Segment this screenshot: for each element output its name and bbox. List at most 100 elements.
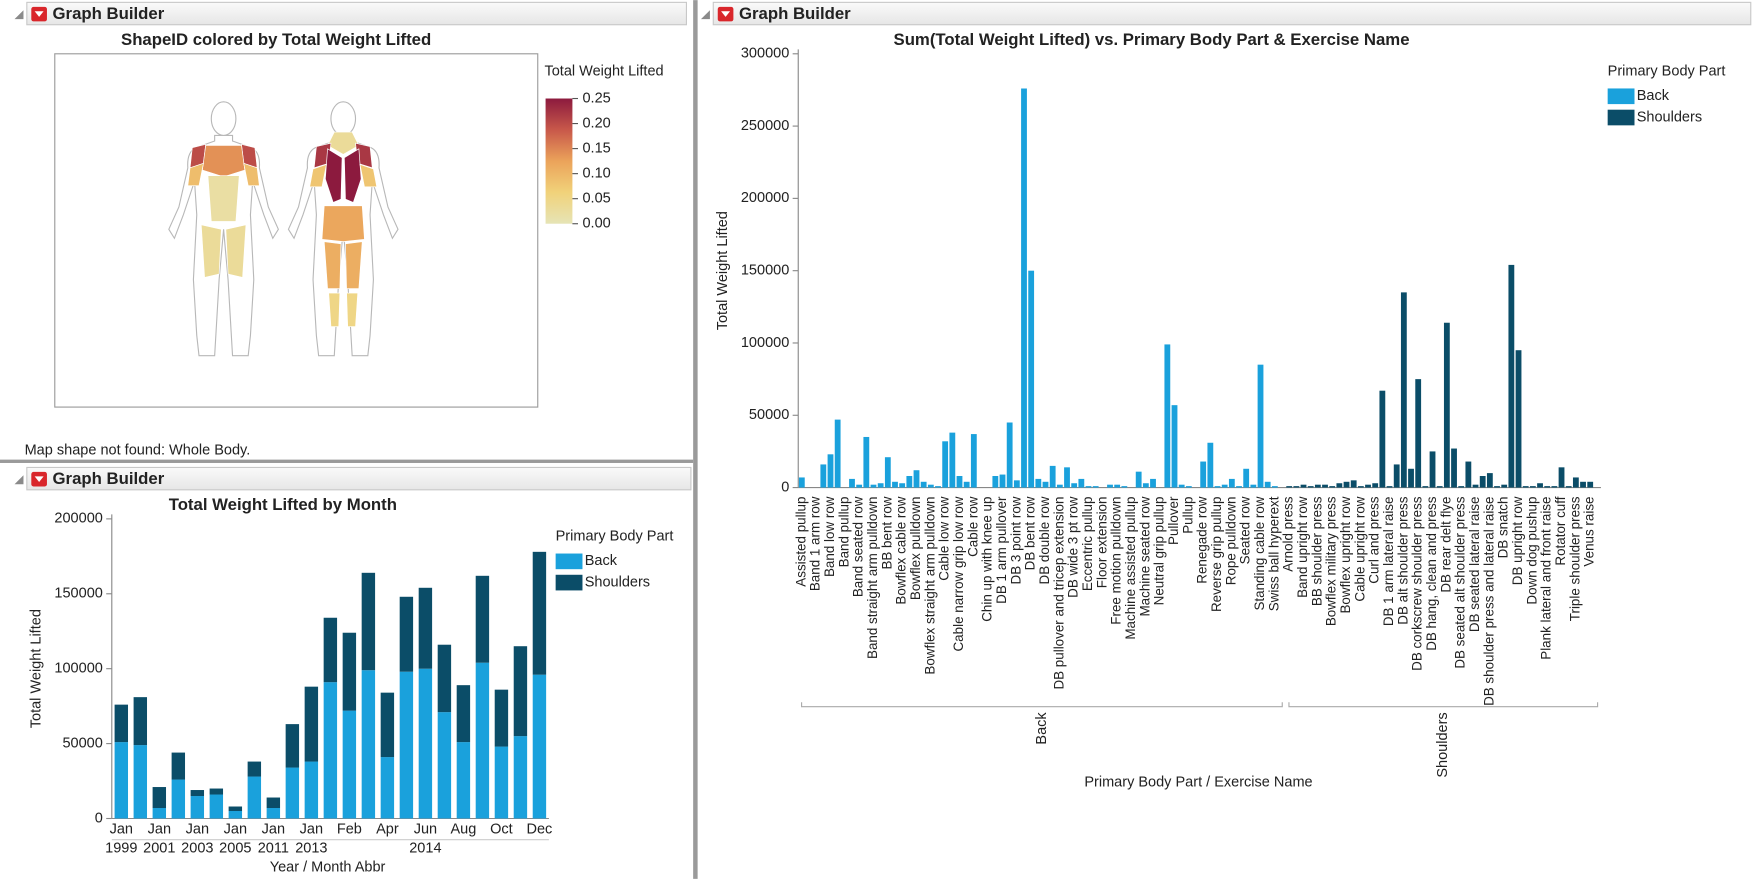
y-axis-label: Total Weight Lifted: [29, 609, 45, 728]
x-group-label: 2005: [219, 841, 251, 857]
bar: [1257, 364, 1264, 488]
bar: [1049, 465, 1056, 488]
x-group-label: Shoulders: [1435, 712, 1451, 777]
x-tick-label: DB alt shoulder press: [1395, 496, 1410, 624]
x-tick-label: DB hang, clean and press: [1424, 496, 1439, 651]
x-tick-label: Chin up with knee up: [980, 497, 995, 622]
bar-segment: [190, 790, 205, 797]
bar: [1465, 461, 1472, 488]
x-tick-label: DB pullover and tricep extension: [1051, 497, 1066, 690]
x-tick-label: Cable row: [965, 496, 980, 557]
bar-segment: [342, 632, 357, 711]
bar: [827, 454, 834, 488]
map-region: [343, 148, 362, 203]
bar-segment: [133, 745, 148, 819]
bar: [1271, 486, 1278, 488]
bar: [1558, 467, 1565, 488]
x-tick-label: Plank lateral and front raise: [1539, 497, 1554, 660]
x-group-label: 2003: [181, 841, 213, 857]
bar: [892, 481, 898, 488]
bar: [1013, 480, 1020, 488]
x-group-bracket: [801, 702, 1283, 708]
bar-segment: [380, 692, 395, 758]
x-tick-label: Triple shoulder press: [1567, 496, 1582, 621]
bar: [1508, 264, 1515, 488]
panel-header[interactable]: Graph Builder: [14, 1, 688, 26]
bar: [1300, 484, 1307, 488]
map-region: [328, 292, 341, 327]
bar: [963, 481, 970, 488]
color-tick-label: 0.20: [582, 115, 610, 131]
x-axis-label: Year / Month Abbr: [270, 860, 386, 876]
map-region: [359, 163, 378, 188]
chart-title: ShapeID colored by Total Weight Lifted: [121, 30, 431, 49]
x-tick-label: Assisted pullup: [793, 497, 808, 587]
bar: [856, 484, 863, 488]
bar: [1486, 473, 1493, 488]
bar: [1092, 486, 1099, 488]
bar: [927, 484, 934, 488]
bar-segment: [513, 736, 528, 819]
bar-segment: [399, 671, 414, 819]
x-tick-label: DB seated lateral raise: [1467, 497, 1482, 633]
bar: [1135, 471, 1142, 488]
x-tick-label: DB 3 point row: [1008, 496, 1023, 584]
bar: [820, 464, 827, 488]
bar-segment: [361, 572, 376, 671]
bar-segment: [228, 811, 243, 819]
bar: [1228, 478, 1235, 488]
bar: [1064, 467, 1070, 488]
x-tick-label: Down dog pushup: [1524, 497, 1539, 605]
bar: [849, 478, 855, 488]
bar-segment: [494, 746, 509, 819]
bar: [1501, 484, 1508, 488]
x-tick-label: Bowflex pulldown: [908, 497, 923, 601]
bar-segment: [418, 587, 433, 669]
bar-segment: [323, 682, 338, 819]
bar-segment: [342, 710, 357, 819]
x-tick-label: Rope pulldown: [1223, 497, 1238, 586]
bar: [1451, 448, 1457, 488]
bar-segment: [266, 797, 281, 809]
bar-segment: [456, 685, 471, 743]
bar-segment: [304, 761, 319, 819]
bar-segment: [475, 662, 490, 819]
x-tick-label: Standing cable row: [1252, 496, 1267, 610]
map-region: [207, 175, 240, 222]
bar: [1214, 486, 1221, 488]
bar-segment: [399, 596, 414, 672]
bar-segment: [513, 646, 528, 737]
x-tick-label: Neutral grip pullup: [1152, 497, 1167, 606]
chart-title: Sum(Total Weight Lifted) vs. Primary Bod…: [894, 30, 1410, 49]
bar: [1071, 483, 1078, 488]
bar: [1021, 88, 1027, 488]
bar: [877, 483, 884, 488]
x-tick-label: Pullover: [1166, 496, 1181, 545]
x-tick-label: Machine assisted pullup: [1123, 497, 1138, 640]
x-tick-label: Eccentric pullup: [1080, 497, 1095, 592]
bar: [1200, 461, 1207, 488]
y-tick-label: 200000: [54, 511, 102, 527]
bar: [1479, 476, 1486, 488]
x-tick-label: Band seated row: [851, 496, 866, 597]
bar: [1035, 478, 1042, 488]
bar: [935, 486, 941, 488]
map-region: [346, 292, 359, 327]
bar: [1236, 486, 1242, 488]
panel-header[interactable]: Graph Builder: [700, 1, 1752, 26]
bar: [1178, 484, 1185, 488]
panel-header[interactable]: Graph Builder: [14, 466, 692, 491]
bar-segment: [475, 575, 490, 663]
bar-segment: [228, 806, 243, 812]
x-group-label: 2001: [143, 841, 175, 857]
bar-segment: [171, 752, 186, 780]
bar: [1078, 478, 1085, 488]
bar: [1056, 484, 1063, 488]
x-tick-label: Apr: [376, 822, 399, 838]
note: Map shape not found: Whole Body.: [25, 443, 251, 459]
x-tick-label: Reverse grip pullup: [1209, 497, 1224, 613]
legend-swatch: [555, 574, 583, 591]
bar: [1114, 484, 1121, 488]
x-tick-label: Venus raise: [1582, 497, 1597, 567]
